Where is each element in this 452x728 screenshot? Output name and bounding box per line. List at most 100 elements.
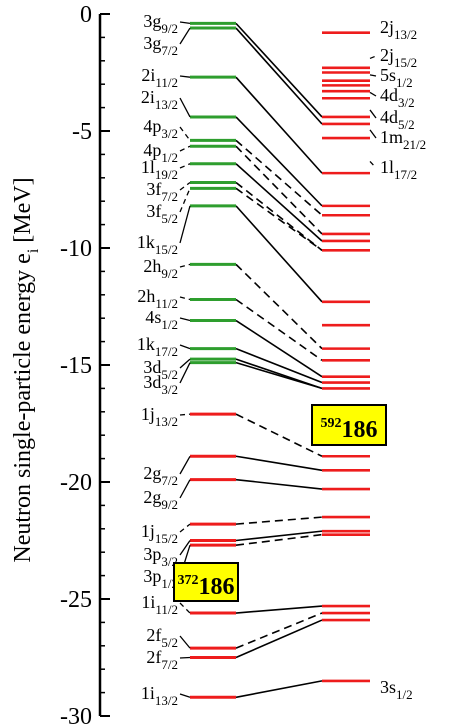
right-level-label: 1l17/2: [380, 157, 417, 182]
left-label-leader: [179, 126, 191, 141]
y-tick-label: -30: [60, 704, 92, 728]
level-connector-dashed: [235, 533, 323, 546]
right-level-label: 2j15/2: [380, 45, 417, 70]
left-label-leader: [179, 21, 191, 25]
left-level-label: 4p3/2: [143, 116, 178, 141]
left-level-label: 2i13/2: [141, 87, 178, 112]
left-label-leader: [179, 540, 191, 556]
left-level-label: 3g9/2: [143, 11, 178, 36]
y-tick-label: 0: [80, 2, 92, 28]
left-label-leader: [179, 413, 191, 416]
nucleus-right-element: 186: [342, 417, 378, 443]
left-label-leader: [179, 145, 191, 152]
right-label-leader: [369, 129, 377, 139]
right-label-leader: [369, 74, 377, 77]
level-connector-solid: [235, 347, 323, 384]
left-level-label: 1k15/2: [137, 232, 178, 257]
left-level-label: 2h9/2: [143, 256, 178, 281]
left-level-column: [190, 21, 236, 699]
left-label-leader: [179, 602, 191, 614]
level-connector-dashed: [235, 187, 323, 251]
level-connector-solid: [235, 76, 323, 174]
level-connector-dashed: [235, 181, 323, 251]
left-label-leader: [179, 455, 191, 475]
left-level-label: 3p1/2: [143, 566, 178, 591]
left-level-label: 2g7/2: [143, 463, 178, 488]
left-level-label: 3f5/2: [146, 201, 178, 226]
nucleus-left-mass: 372: [178, 573, 199, 588]
nucleus-left-element: 186: [199, 574, 235, 600]
level-connector-solid: [235, 163, 323, 242]
left-level-label: 1k17/2: [137, 334, 178, 359]
left-label-leader: [179, 97, 191, 118]
y-tick-label: -15: [60, 353, 92, 379]
right-label-leader: [369, 91, 377, 97]
left-label-leader: [179, 523, 191, 533]
left-level-label: 3d3/2: [143, 372, 178, 397]
right-level-label: 2j13/2: [380, 17, 417, 42]
nucleus-box-right: 592186: [311, 404, 387, 446]
left-label-leader: [179, 344, 191, 350]
level-connector-solid: [235, 455, 323, 472]
y-tick-label: -10: [60, 236, 92, 262]
y-axis-label-sub: i: [25, 248, 42, 253]
left-level-label: 2i11/2: [141, 65, 178, 90]
y-tick-label: -20: [60, 470, 92, 496]
svg-text:592186: 592186: [321, 416, 378, 443]
left-label-leader: [179, 635, 191, 649]
level-connector-solid: [235, 205, 323, 303]
left-level-label: 2f7/2: [146, 647, 178, 672]
level-connections: [235, 22, 323, 699]
level-connector-dashed: [235, 145, 323, 235]
left-label-leader: [179, 296, 191, 301]
left-level-label: 3f7/2: [146, 179, 178, 204]
right-level-label: 1m21/2: [380, 127, 426, 152]
left-label-leader: [179, 656, 191, 659]
right-level-column: [322, 31, 370, 683]
left-label-leader: [179, 317, 191, 322]
level-connector-solid: [235, 22, 323, 118]
right-level-label: 5s1/2: [380, 65, 413, 90]
level-connector-solid: [235, 530, 323, 542]
y-tick-label: -25: [60, 587, 92, 613]
right-label-leader: [369, 160, 377, 169]
right-level-label: 4d5/2: [380, 107, 415, 132]
left-level-label: 1j13/2: [141, 404, 178, 429]
left-label-leader: [179, 693, 191, 698]
level-connector-dashed: [235, 516, 323, 525]
level-connector-dashed: [235, 413, 323, 457]
left-level-label: 4s1/2: [145, 307, 178, 332]
left-label-leader: [179, 163, 191, 169]
level-connector-dashed: [235, 139, 323, 216]
left-level-label: 2f5/2: [146, 625, 178, 650]
left-label-leader: [179, 362, 191, 384]
right-level-label: 3s1/2: [380, 677, 413, 702]
left-level-label: 3g7/2: [143, 33, 178, 58]
svg-text:372186: 372186: [178, 573, 235, 600]
left-level-label: 1i13/2: [141, 683, 178, 708]
left-label-leader: [179, 181, 191, 191]
right-level-label: 4d3/2: [380, 85, 415, 110]
left-label-leader: [179, 205, 191, 244]
level-connector-solid: [235, 605, 323, 614]
left-level-label: 4p1/2: [143, 140, 178, 165]
left-label-leader: [179, 75, 191, 78]
left-level-labels: 3g9/23g7/22i11/22i13/24p3/24p1/21l19/23f…: [137, 11, 191, 708]
left-level-label: 2h11/2: [137, 286, 178, 311]
left-label-leader: [179, 479, 191, 499]
y-tick-labels: 0 -5 -10 -15 -20 -25 -30: [60, 2, 92, 728]
y-axis-label-unit: [MeV]: [10, 177, 36, 248]
left-label-leader: [179, 27, 191, 45]
right-label-leader: [369, 109, 377, 119]
left-label-leader: [179, 358, 191, 369]
left-level-label: 1i11/2: [141, 592, 178, 617]
y-axis-label-main: Neutron single-particle energy e: [10, 253, 36, 562]
left-level-label: 2g9/2: [143, 487, 178, 512]
level-connector-solid: [235, 619, 323, 659]
left-level-label: 1j15/2: [141, 521, 178, 546]
level-connector-solid: [235, 319, 323, 378]
left-level-label: 3d5/2: [143, 357, 178, 382]
nucleus-right-mass: 592: [321, 416, 342, 431]
left-label-leader: [179, 188, 191, 213]
